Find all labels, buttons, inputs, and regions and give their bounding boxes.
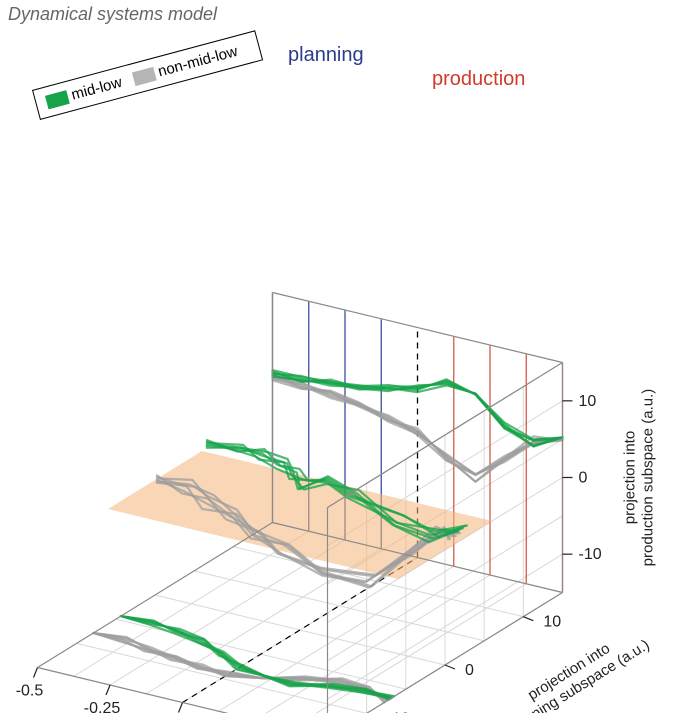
svg-text:-0.25: -0.25: [84, 700, 121, 713]
svg-text:projection into: projection into: [622, 431, 639, 524]
svg-text:0: 0: [579, 470, 588, 487]
svg-text:-0.5: -0.5: [16, 683, 44, 700]
svg-text:production subspace (a.u.): production subspace (a.u.): [640, 389, 657, 567]
svg-text:10: 10: [579, 393, 597, 410]
svg-text:10: 10: [543, 614, 561, 631]
svg-text:0: 0: [465, 662, 474, 679]
trajectories-floor-projection: [93, 616, 394, 703]
plot-3d: -0.5-0.2500.250.5▲wordonsettime (s)-1001…: [0, 0, 700, 713]
svg-text:-10: -10: [579, 546, 602, 563]
